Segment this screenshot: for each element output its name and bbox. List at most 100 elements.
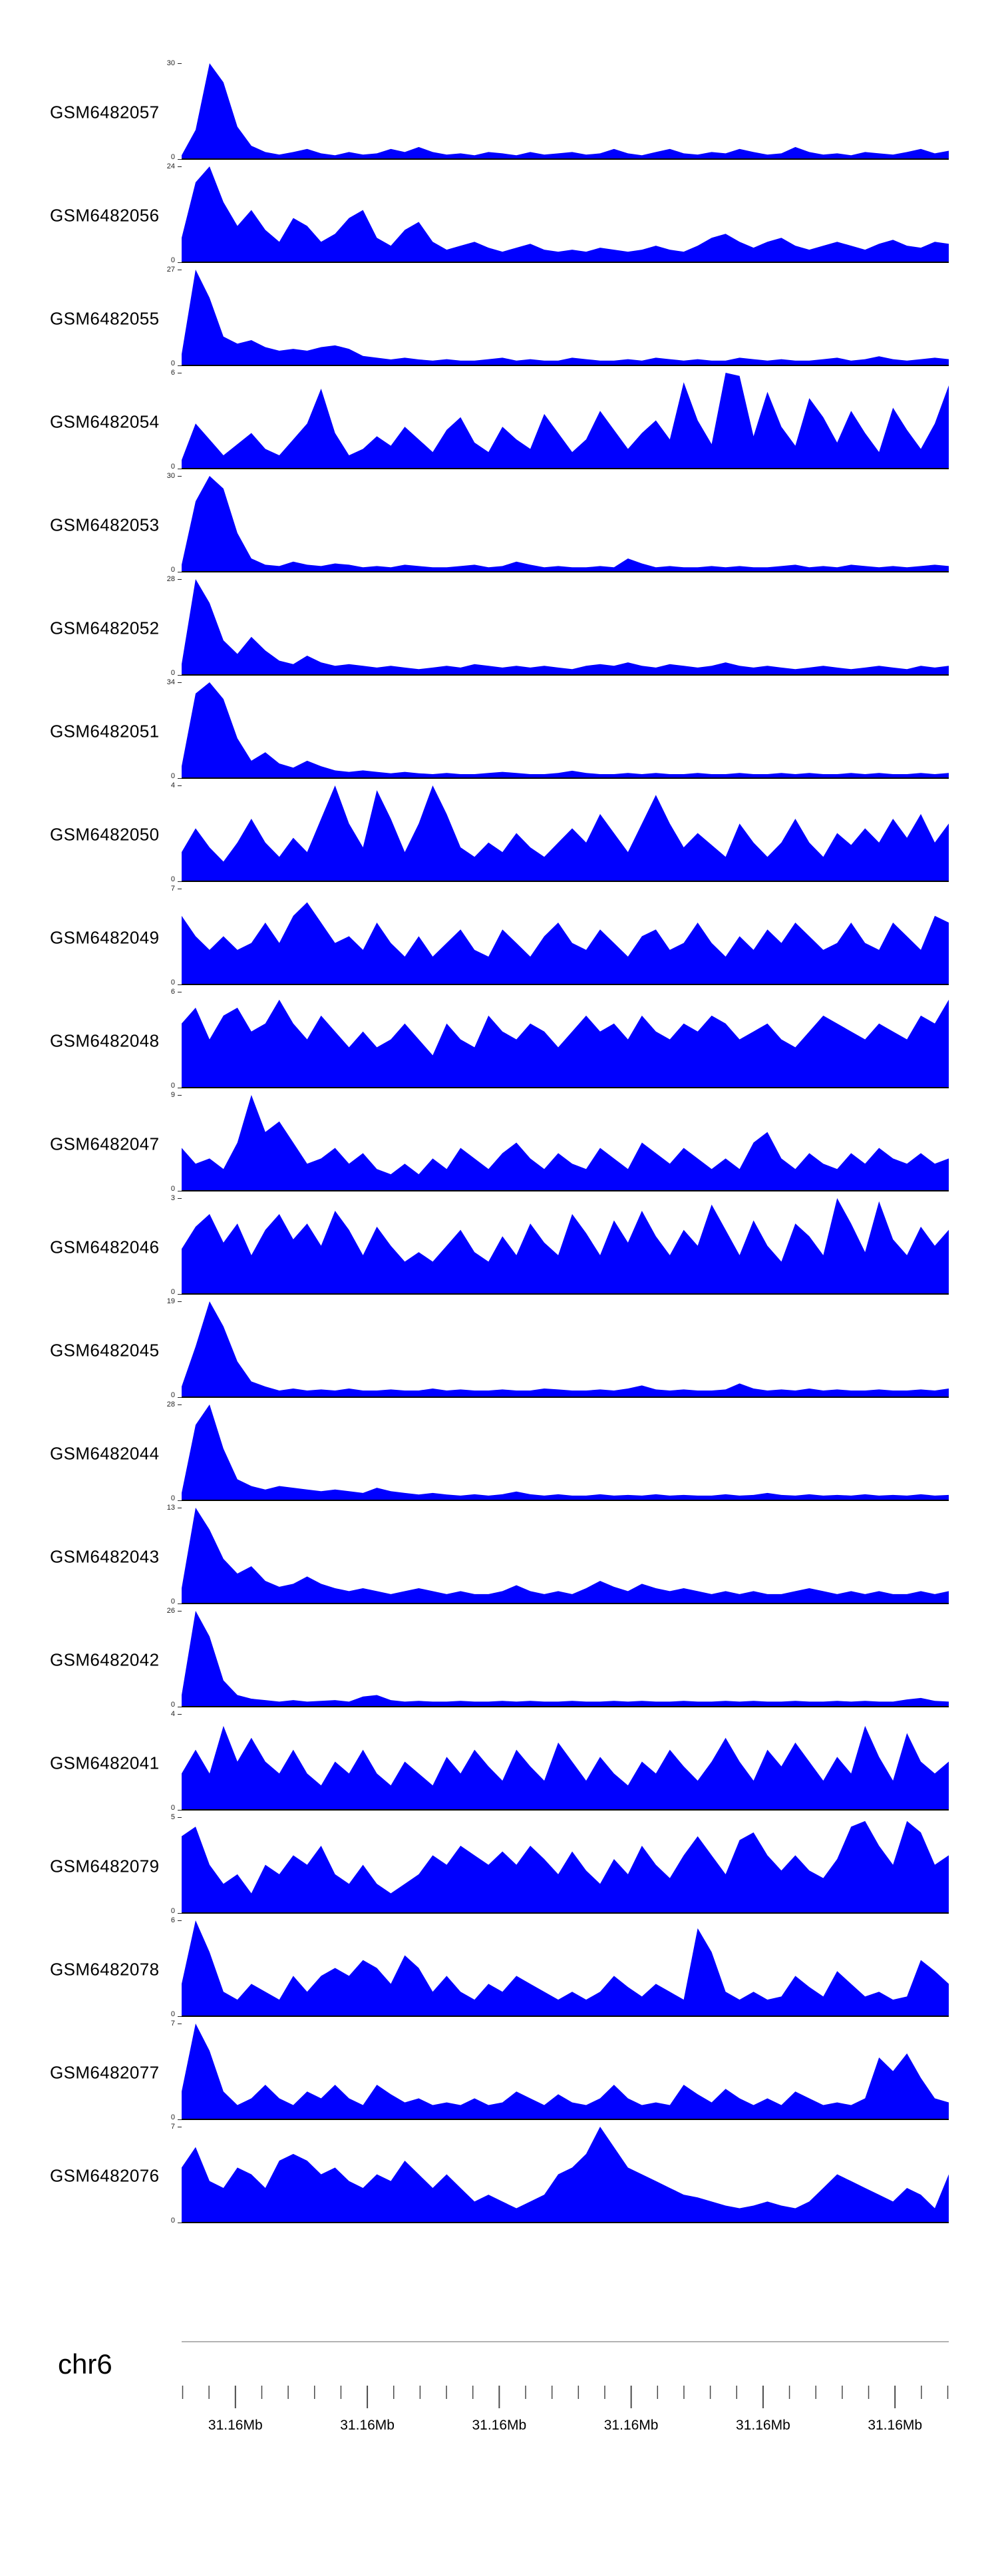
y-axis-zero-label: 0 [170,1288,175,1296]
axis-tick-label: 31.16Mb [208,2418,263,2433]
track-row: GSM6482076 7 0 [0,2123,998,2225]
y-axis-max-label: 4 [170,1710,175,1718]
y-axis-max-label: 9 [170,1091,175,1099]
track-label: GSM6482079 [50,1856,160,1876]
track-label: GSM6482043 [50,1546,160,1566]
track-plot: 4 0 [171,1711,949,1812]
y-axis-bottom-tick [178,262,182,263]
y-axis-top-tick [178,1404,182,1405]
y-axis-max-label: 28 [166,575,175,583]
y-axis-bottom-tick [178,365,182,366]
coverage-area-chart [182,579,949,674]
y-axis-max-label: 7 [170,2020,175,2028]
coverage-area-chart [182,270,949,365]
y-axis-zero-label: 0 [170,1185,175,1193]
coverage-area-chart [182,1821,949,1912]
y-axis-zero-label: 0 [170,1391,175,1399]
y-axis-top-tick [178,785,182,786]
track-row: GSM6482078 6 0 [0,1917,998,2018]
coverage-area-chart [182,2024,949,2119]
coverage-area-chart [182,1301,949,1396]
y-axis-bottom-tick [178,1294,182,1295]
y-axis-zero-label: 0 [170,359,175,367]
track-plot: 6 0 [171,1917,949,2018]
track-row: GSM6482054 6 0 [0,369,998,471]
y-axis-max-label: 34 [166,678,175,686]
y-axis-bottom-tick [178,984,182,985]
y-axis-zero-label: 0 [170,978,175,986]
coverage-area [182,166,949,262]
y-axis-top-tick [178,1920,182,1921]
coverage-area [182,2127,949,2222]
y-axis-max-label: 5 [170,1813,175,1821]
coverage-area-chart [182,63,949,158]
track-plot: 13 0 [167,1504,949,1606]
y-axis-zero-label: 0 [170,256,175,264]
coverage-area [182,1821,949,1912]
track-row: GSM6482052 28 0 [0,575,998,677]
track-plot: 27 0 [167,266,949,367]
track-row: GSM6482051 34 0 [0,678,998,780]
track-label: GSM6482077 [50,2062,160,2082]
y-axis-top-tick [178,579,182,580]
y-axis-max-label: 13 [166,1504,175,1512]
genome-axis-ticks [182,2386,949,2408]
y-axis-max-label: 6 [170,1916,175,1924]
y-axis-zero-label: 0 [170,2010,175,2018]
track-label: GSM6482046 [50,1237,160,1257]
y-axis-top-tick [178,1095,182,1096]
track-row: GSM6482042 26 0 [0,1608,998,1709]
y-axis-max-label: 28 [166,1400,175,1408]
track-plot: 30 0 [167,60,949,161]
coverage-area-chart [182,1920,949,2016]
y-axis-bottom-tick [178,778,182,779]
axis-tick-label: 31.16Mb [603,2418,659,2433]
tracks-container: GSM6482057 30 0 GSM6482056 24 0 GSM64820… [0,60,998,2230]
track-row: GSM6482077 7 0 [0,2020,998,2121]
coverage-area [182,1920,949,2016]
coverage-area-chart [182,999,949,1087]
track-plot: 7 0 [171,2123,949,2225]
y-axis-max-label: 27 [166,266,175,274]
track-label: GSM6482048 [50,1030,160,1050]
track-label: GSM6482052 [50,618,160,638]
track-plot: 24 0 [167,163,949,264]
y-axis-max-label: 7 [170,2123,175,2131]
track-label: GSM6482076 [50,2165,160,2185]
chromosome-label: chr6 [58,2348,112,2380]
y-axis-zero-label: 0 [170,1804,175,1812]
track-plot: 6 0 [171,369,949,471]
track-label: GSM6482055 [50,308,160,328]
y-axis-bottom-tick [178,1397,182,1398]
coverage-area [182,682,949,777]
track-label: GSM6482057 [50,102,160,122]
coverage-area [182,579,949,674]
track-plot: 7 0 [171,885,949,986]
genome-axis-labels: 31.16Mb 31.16Mb 31.16Mb 31.16Mb 31.16Mb 31.16… [182,2418,949,2438]
y-axis-top-tick [178,63,182,64]
axis-tick-label: 31.16Mb [736,2418,790,2433]
coverage-area-chart [182,1611,949,1706]
y-axis-max-label: 6 [170,988,175,996]
coverage-area-chart [182,682,949,777]
track-label: GSM6482044 [50,1443,160,1463]
coverage-area [182,476,949,571]
y-axis-max-label: 30 [166,59,175,67]
track-plot: 5 0 [171,1814,949,1915]
coverage-area [182,1198,949,1293]
coverage-area-chart [182,373,949,468]
coverage-area [182,1095,949,1190]
y-axis-top-tick [178,476,182,477]
y-axis-top-tick [178,1714,182,1715]
coverage-area [182,1611,949,1706]
y-axis-bottom-tick [178,159,182,160]
coverage-area-chart [182,1508,949,1603]
track-label: GSM6482041 [50,1753,160,1773]
y-axis-max-label: 24 [166,162,175,170]
y-axis-zero-label: 0 [170,875,175,883]
track-label: GSM6482054 [50,411,160,431]
y-axis-max-label: 6 [170,369,175,377]
track-label: GSM6482056 [50,205,160,225]
y-axis-max-label: 4 [170,781,175,789]
y-axis-bottom-tick [178,881,182,882]
